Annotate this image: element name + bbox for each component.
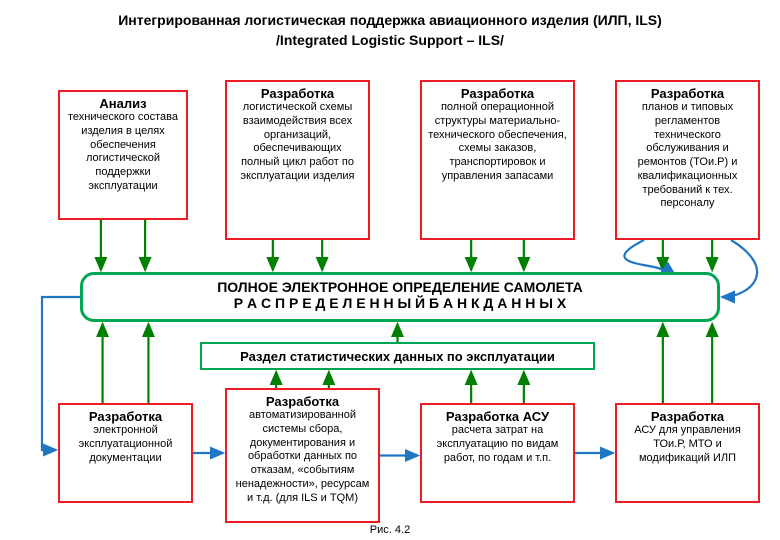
bottom-box-1-body: автоматизированной системы сбора, докуме… <box>233 409 372 505</box>
top-box-1-body: логистической схемы взаимодействия всех … <box>233 101 362 184</box>
center-line1: ПОЛНОЕ ЭЛЕКТРОННОЕ ОПРЕДЕЛЕНИЕ САМОЛЕТА <box>91 279 709 295</box>
bottom-box-2-body: расчета затрат на эксплуатацию по видам … <box>428 424 567 465</box>
top-box-2-header: Разработка <box>461 86 534 101</box>
top-box-2-body: полной операционной структуры материальн… <box>428 101 567 184</box>
bottom-box-0-header: Разработка <box>89 409 162 424</box>
center-line2: Р А С П Р Е Д Е Л Е Н Н Ы Й Б А Н К Д А … <box>91 295 709 311</box>
bottom-box-3: РазработкаАСУ для управления ТОи.Р, МТО … <box>615 403 760 503</box>
figure-caption: Рис. 4.2 <box>0 524 780 536</box>
top-box-0-header: Анализ <box>99 96 146 111</box>
top-box-3-header: Разработка <box>651 86 724 101</box>
stats-databox: Раздел статистических данных по эксплуат… <box>200 342 595 370</box>
bottom-box-3-body: АСУ для управления ТОи.Р, МТО и модифика… <box>623 424 752 465</box>
top-box-3: Разработкапланов и типовых регламентов т… <box>615 80 760 240</box>
center-databank-box: ПОЛНОЕ ЭЛЕКТРОННОЕ ОПРЕДЕЛЕНИЕ САМОЛЕТАР… <box>80 272 720 322</box>
top-box-1-header: Разработка <box>261 86 334 101</box>
bottom-box-1-header: Разработка <box>266 394 339 409</box>
top-box-1: Разработкалогистической схемы взаимодейс… <box>225 80 370 240</box>
bottom-box-0: Разработкаэлектронной эксплуатационной д… <box>58 403 193 503</box>
bottom-box-3-header: Разработка <box>651 409 724 424</box>
top-box-2: Разработкаполной операционной структуры … <box>420 80 575 240</box>
bottom-box-1: Разработкаавтоматизированной системы сбо… <box>225 388 380 523</box>
top-box-0: Анализтехнического состава изделия в цел… <box>58 90 188 220</box>
bottom-box-2: Разработка АСУрасчета затрат на эксплуат… <box>420 403 575 503</box>
bottom-box-0-body: электронной эксплуатационной документаци… <box>66 424 185 465</box>
bottom-box-2-header: Разработка АСУ <box>446 409 549 424</box>
top-box-0-body: технического состава изделия в целях обе… <box>66 111 180 194</box>
top-box-3-body: планов и типовых регламентов техническог… <box>623 101 752 211</box>
